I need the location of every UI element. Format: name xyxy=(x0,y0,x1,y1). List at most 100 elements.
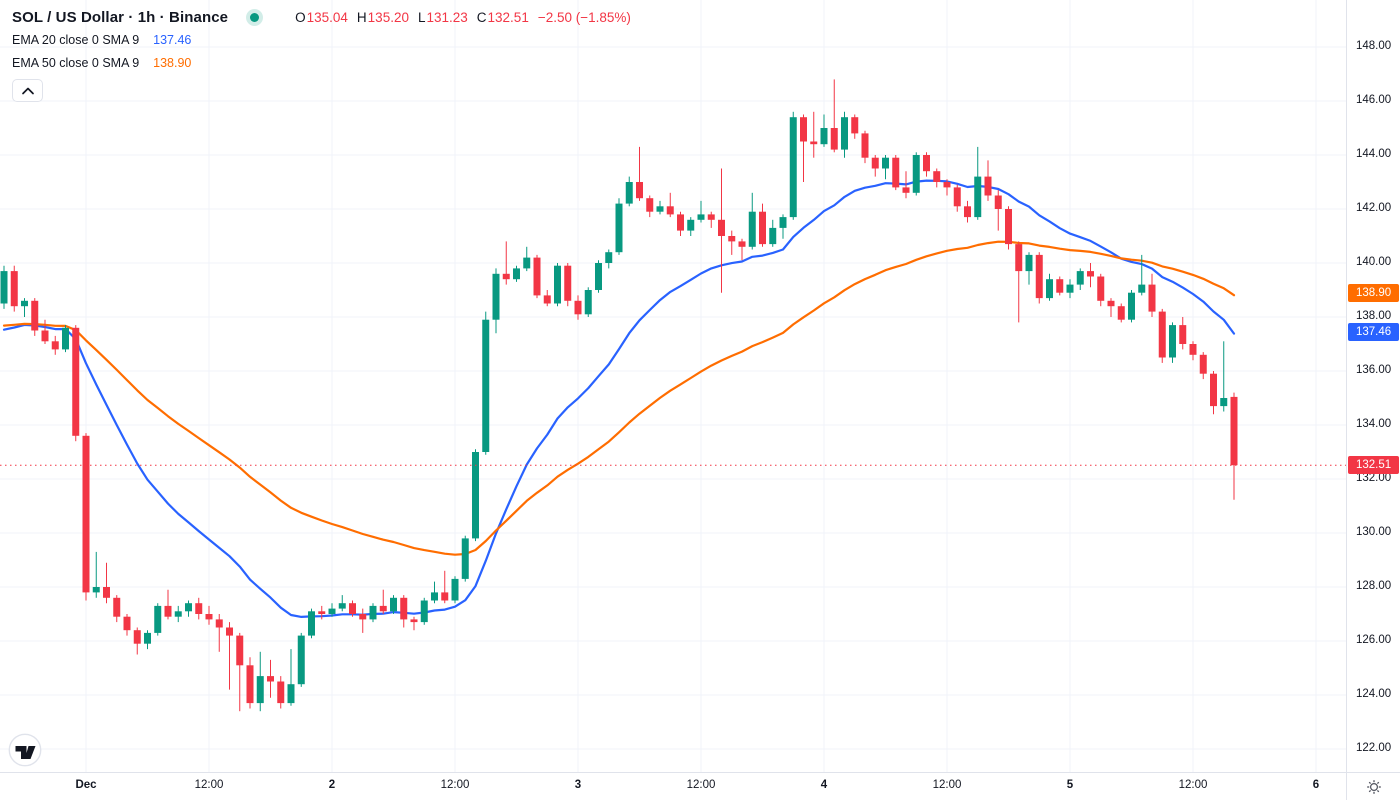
ema50-value-label: 138.90 xyxy=(1348,283,1399,302)
ohlc-readout: O135.04 H135.20 L131.23 C132.51 −2.50 (−… xyxy=(295,10,631,25)
time-axis-label: Dec xyxy=(75,779,97,791)
candle xyxy=(615,198,623,255)
tradingview-logo[interactable] xyxy=(8,733,42,772)
price-axis-tick: 140.00 xyxy=(1356,256,1392,268)
candle xyxy=(10,265,18,312)
price-axis[interactable]: 148.00 146.00 144.00 142.00 140.00 138.00 136.… xyxy=(1346,0,1400,772)
symbol-title[interactable]: SOL / US Dollar · 1h · Binance xyxy=(12,8,229,26)
candle xyxy=(113,595,121,623)
candle xyxy=(1169,322,1176,363)
candle xyxy=(625,176,633,207)
candle xyxy=(574,295,582,320)
time-axis-label: 3 xyxy=(574,779,582,791)
candle xyxy=(554,263,561,307)
collapse-legend-button[interactable] xyxy=(12,79,43,102)
time-axis-label: 12:00 xyxy=(932,779,962,791)
candle xyxy=(308,608,315,639)
candle xyxy=(1035,252,1043,304)
candle xyxy=(830,79,838,153)
ema20-value-label: 137.46 xyxy=(1348,322,1399,341)
candle xyxy=(133,627,141,655)
time-axis-label: 12:00 xyxy=(686,779,716,791)
symbol-legend-row[interactable]: SOL / US Dollar · 1h · Binance O135.04 H… xyxy=(12,6,631,28)
ohlc-change-value: −2.50 (−1.85%) xyxy=(537,9,631,25)
candle xyxy=(1056,276,1064,296)
candle xyxy=(41,319,49,344)
candle xyxy=(687,217,695,236)
candle xyxy=(882,155,889,180)
price-axis-tick: 134.00 xyxy=(1356,418,1392,430)
candle xyxy=(51,335,59,355)
time-axis[interactable]: Dec 12:00 2 12:00 3 12:00 4 12:00 5 12:00 6 xyxy=(0,772,1400,800)
price-axis-tick: 122.00 xyxy=(1356,742,1392,754)
chart-legend: SOL / US Dollar · 1h · Binance O135.04 H… xyxy=(12,6,631,102)
candle xyxy=(1066,279,1074,299)
candle xyxy=(390,595,397,614)
candle xyxy=(431,581,438,604)
price-axis-tick: 148.00 xyxy=(1356,40,1392,52)
candle xyxy=(1179,317,1187,350)
candle xyxy=(256,651,264,712)
ohlc-close-value: 132.51 xyxy=(487,9,529,25)
candle xyxy=(912,152,920,196)
candle xyxy=(543,290,551,307)
time-axis-label: 6 xyxy=(1312,779,1320,791)
axis-settings-corner[interactable] xyxy=(1346,773,1400,800)
candle xyxy=(902,171,910,199)
candle xyxy=(267,659,274,698)
candle xyxy=(800,114,807,182)
candle xyxy=(933,168,941,188)
candle xyxy=(851,114,859,139)
grid xyxy=(0,0,1347,772)
candle xyxy=(923,152,930,177)
price-axis-tick: 124.00 xyxy=(1356,688,1392,700)
ohlc-close-letter: C xyxy=(476,9,487,25)
indicator-legend-ema20[interactable]: EMA 20 close 0 SMA 9 137.46 xyxy=(12,28,631,51)
candle xyxy=(195,597,203,620)
candle xyxy=(482,311,490,455)
candle xyxy=(1097,273,1105,307)
candle xyxy=(72,325,80,442)
candle xyxy=(502,241,510,285)
candle xyxy=(31,298,39,336)
candle xyxy=(994,190,1002,231)
time-axis-label: 12:00 xyxy=(194,779,224,791)
candle xyxy=(605,249,613,269)
indicator-legend-ema50[interactable]: EMA 50 close 0 SMA 9 138.90 xyxy=(12,51,631,74)
candle xyxy=(1138,254,1146,296)
candle xyxy=(62,325,69,353)
candle xyxy=(1158,308,1166,363)
ohlc-low-value: 131.23 xyxy=(426,9,468,25)
candle xyxy=(861,130,869,164)
chevron-up-icon xyxy=(21,87,34,94)
candle xyxy=(513,265,520,282)
time-axis-label: 4 xyxy=(820,779,828,791)
candle xyxy=(810,111,818,158)
ema20-legend-label: EMA 20 close 0 SMA 9 xyxy=(12,32,140,47)
candle xyxy=(748,192,756,250)
candle xyxy=(420,597,428,625)
candle xyxy=(1025,252,1033,285)
candle xyxy=(400,595,408,628)
candle xyxy=(226,622,233,690)
price-axis-tick: 128.00 xyxy=(1356,580,1392,592)
candle xyxy=(707,211,715,228)
ohlc-high-letter: H xyxy=(356,9,367,25)
price-axis-tick: 130.00 xyxy=(1356,526,1392,538)
ohlc-high-value: 135.20 xyxy=(367,9,409,25)
candle xyxy=(338,595,346,612)
candle xyxy=(359,608,367,633)
candle xyxy=(1189,341,1197,361)
candle xyxy=(595,260,602,293)
candle xyxy=(677,211,684,236)
candle xyxy=(759,203,766,247)
ema50-legend-value: 138.90 xyxy=(153,55,192,70)
axis-settings-gear-icon[interactable] xyxy=(1366,779,1382,795)
candle xyxy=(154,603,162,636)
candle xyxy=(492,268,500,334)
candle xyxy=(1199,352,1207,380)
candle xyxy=(461,535,469,582)
candle xyxy=(953,184,961,212)
candle xyxy=(1046,273,1053,301)
